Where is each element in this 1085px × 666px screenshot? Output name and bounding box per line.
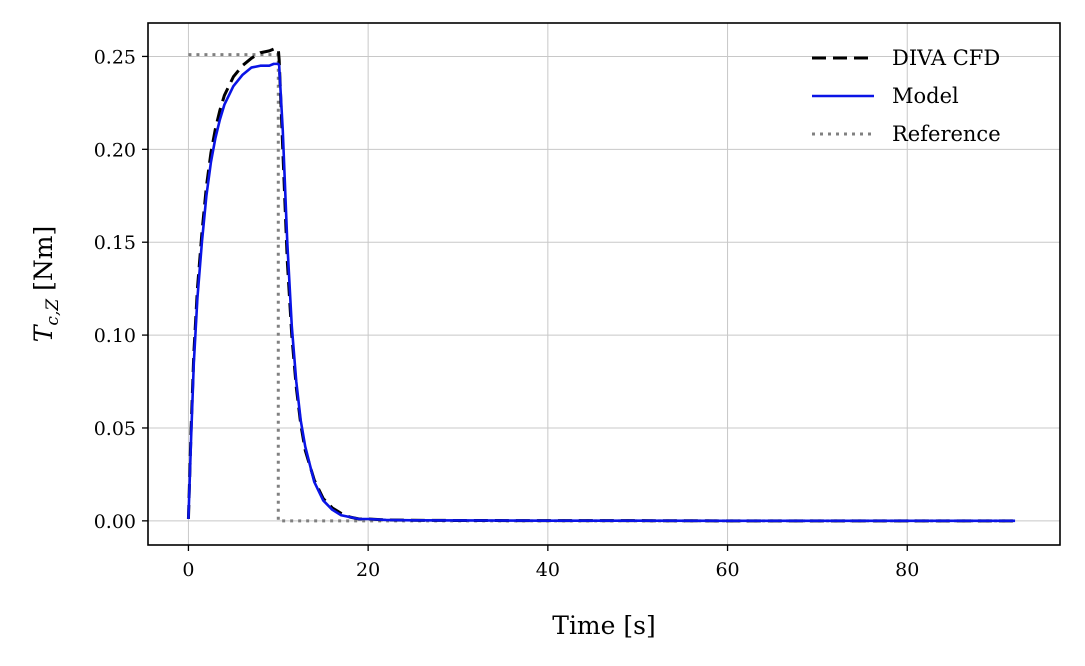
legend-label: Model [892, 84, 959, 108]
y-axis-label-main: T [29, 323, 58, 342]
plot-frame [147, 22, 1061, 546]
x-tick-label: 20 [356, 559, 380, 581]
y-tick-label: 0.00 [94, 511, 136, 533]
legend-label: DIVA CFD [892, 46, 1000, 70]
x-tick-label: 0 [182, 559, 194, 581]
y-tick-label: 0.20 [94, 139, 136, 161]
y-axis-label: Tc,Z [Nm] [29, 226, 63, 343]
y-tick-label: 0.10 [94, 325, 136, 347]
x-tick-label: 60 [715, 559, 739, 581]
y-axis-label-unit: [Nm] [29, 226, 58, 291]
series-line-model [187, 62, 1016, 523]
axis-ticks: 0 20 40 60 80 0.00 0.05 0.10 0.15 0.20 0.25 [94, 46, 920, 581]
x-tick-label: 80 [895, 559, 919, 581]
y-tick-label: 0.05 [94, 418, 136, 440]
x-axis-label: Time [s] [552, 611, 655, 640]
legend: DIVA CFD Model Reference [812, 46, 1001, 146]
series-line-reference [188, 53, 1016, 523]
y-tick-label: 0.15 [94, 232, 136, 254]
series-layer [186, 47, 1016, 523]
legend-label: Reference [892, 122, 1001, 146]
y-tick-label: 0.25 [94, 46, 136, 68]
grid [148, 23, 1060, 545]
y-axis-label-sub: c,Z [43, 298, 63, 326]
x-tick-label: 40 [536, 559, 560, 581]
